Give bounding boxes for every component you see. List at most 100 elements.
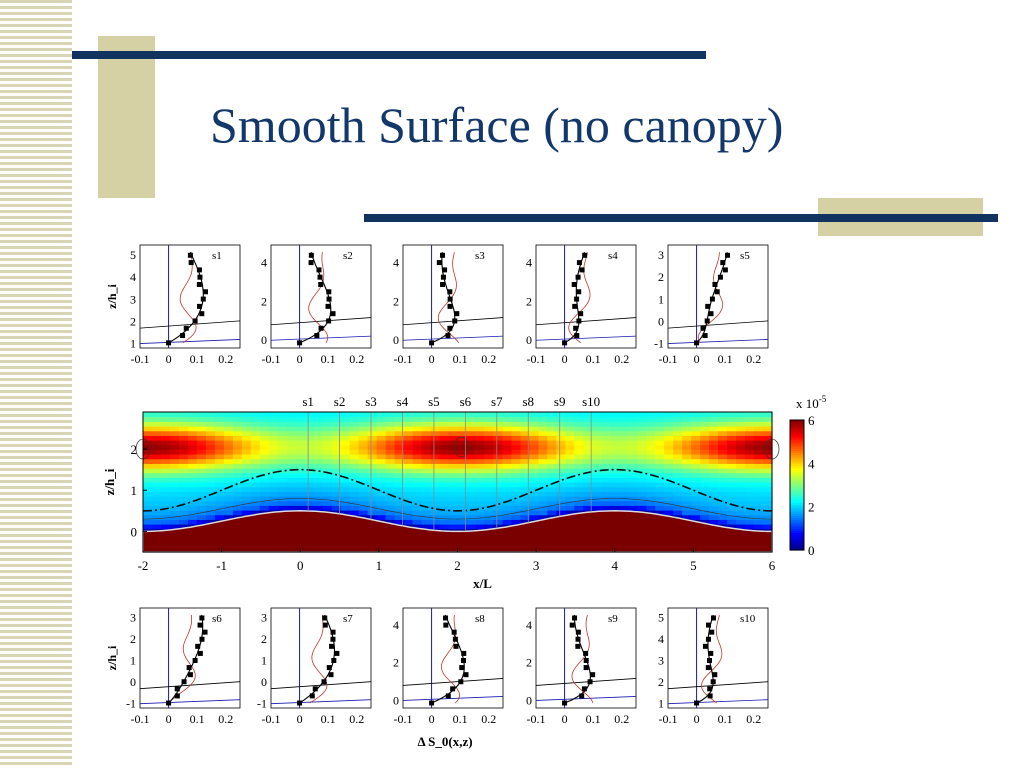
heatmap-cell — [745, 472, 755, 478]
heatmap-cell — [700, 491, 710, 497]
heatmap-cell — [143, 491, 153, 497]
colorbar-cell — [790, 448, 804, 451]
heatmap-cell — [727, 421, 737, 427]
heatmap-cell — [763, 412, 773, 418]
heatmap-cell — [223, 496, 234, 502]
profile-marker — [579, 693, 585, 699]
heatmap-cell — [385, 505, 396, 511]
panel-x-tick: 0 — [166, 352, 172, 366]
heatmap-cell — [403, 412, 414, 418]
panel-x-tick: -0.1 — [262, 712, 281, 726]
heatmap-cell — [313, 505, 324, 511]
heatmap-cell — [475, 524, 486, 530]
heatmap-cell — [592, 468, 602, 474]
panel-y-tick: 1 — [658, 697, 664, 711]
heatmap-cell — [538, 449, 548, 455]
heatmap-cell — [340, 486, 351, 492]
heatmap-cell — [547, 491, 557, 497]
heatmap-cell — [682, 486, 692, 492]
terrain-line — [535, 335, 637, 341]
heatmap-cell — [160, 440, 171, 446]
accent-block-left — [98, 36, 155, 198]
x-tick-label: -2 — [138, 558, 149, 573]
heatmap-cell — [268, 468, 279, 474]
heatmap-cell — [520, 468, 530, 474]
heatmap-cell — [511, 421, 521, 427]
heatmap-cell — [394, 482, 405, 488]
heatmap-cell — [277, 416, 288, 422]
heatmap-cell — [430, 458, 441, 464]
profile-marker — [326, 289, 332, 295]
heatmap-cell — [583, 440, 593, 446]
profile-marker — [197, 274, 203, 280]
heatmap-cell — [709, 449, 719, 455]
heatmap-cell — [592, 444, 602, 450]
heatmap-cell — [457, 472, 468, 478]
heatmap-cell — [349, 440, 360, 446]
colorbar-cell — [790, 476, 804, 480]
heatmap-cell — [421, 519, 432, 525]
heatmap-cell — [286, 412, 297, 418]
heatmap-cell — [466, 505, 477, 511]
heatmap-cell — [511, 458, 521, 464]
profile-marker — [202, 289, 208, 295]
profile-marker — [573, 325, 579, 331]
colorbar-cell — [790, 430, 804, 434]
heatmap-cell — [143, 477, 153, 483]
heatmap-cell — [214, 468, 225, 474]
profile-marker — [200, 296, 206, 302]
panel-x-tick: -0.1 — [131, 712, 150, 726]
heatmap-cell — [583, 444, 593, 450]
profile-marker — [436, 260, 442, 266]
heatmap-cell — [655, 426, 665, 432]
heatmap-cell — [160, 458, 171, 464]
heatmap-cell — [745, 519, 755, 525]
heatmap-cell — [547, 486, 557, 492]
panel-y-tick: -1 — [257, 697, 267, 711]
heatmap-cell — [466, 426, 477, 432]
heatmap-cell — [178, 472, 189, 478]
heatmap-cell — [169, 477, 180, 483]
heatmap-cell — [736, 524, 746, 530]
heatmap-cell — [574, 486, 584, 492]
heatmap-cell — [448, 486, 459, 492]
heatmap-cell — [754, 412, 764, 418]
heatmap-cell — [673, 458, 683, 464]
panel-y-tick: 2 — [130, 314, 136, 328]
heatmap-cell — [439, 496, 450, 502]
heatmap-cell — [691, 426, 701, 432]
heatmap-cell — [169, 472, 180, 478]
heatmap-cell — [196, 421, 207, 427]
heatmap-cell — [304, 482, 315, 488]
heatmap-cell — [601, 426, 611, 432]
heatmap-cell — [511, 468, 521, 474]
heatmap-cell — [511, 500, 521, 506]
heatmap-cell — [421, 458, 432, 464]
heatmap-cell — [547, 416, 557, 422]
colorbar-cell — [790, 437, 804, 441]
heatmap-cell — [259, 435, 270, 441]
heatmap-cell — [547, 412, 557, 418]
profile-marker — [578, 311, 584, 317]
heatmap-cell — [448, 524, 459, 530]
heatmap-cell — [178, 444, 189, 450]
heatmap-cell — [538, 463, 548, 469]
heatmap-cell — [529, 472, 539, 478]
heatmap-cell — [178, 510, 189, 516]
heatmap-cell — [403, 468, 414, 474]
heatmap-cell — [655, 463, 665, 469]
heatmap-cell — [143, 514, 153, 520]
heatmap-cell — [223, 444, 234, 450]
heatmap-cell — [673, 426, 683, 432]
heatmap-cell — [718, 458, 728, 464]
heatmap-cell — [205, 496, 216, 502]
heatmap-cell — [250, 510, 261, 516]
heatmap-cell — [259, 454, 270, 460]
heatmap-cell — [646, 505, 656, 511]
heatmap-cell — [187, 435, 198, 441]
heatmap-cell — [178, 524, 189, 530]
heatmap-cell — [628, 477, 638, 483]
heatmap-cell — [394, 426, 405, 432]
